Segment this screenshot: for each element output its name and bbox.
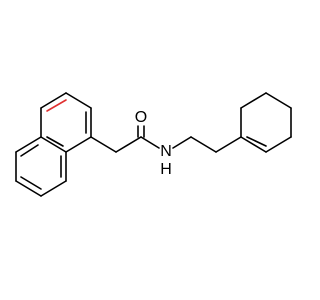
atom-label: N: [160, 143, 172, 160]
bond: [65, 92, 92, 109]
bond: [140, 136, 160, 149]
atom-label: O: [135, 109, 147, 126]
bond: [265, 92, 292, 109]
double-bond: [46, 99, 67, 112]
bond: [15, 136, 42, 153]
bond: [115, 136, 142, 153]
double-bond: [246, 136, 267, 147]
bond: [90, 136, 117, 153]
cyclohexene: [240, 92, 292, 153]
bond: [240, 136, 267, 153]
bond: [190, 136, 217, 153]
bond: [15, 180, 42, 197]
double-bond: [20, 144, 39, 157]
bond: [65, 136, 92, 153]
chain: [90, 125, 242, 153]
double-bond: [46, 136, 64, 147]
bond: [172, 136, 192, 149]
bond: [265, 136, 292, 153]
double-bond: [20, 176, 42, 190]
atom-label: H: [160, 161, 172, 178]
bond: [40, 92, 67, 109]
bond: [40, 136, 67, 153]
molecule: O N H: [15, 92, 292, 197]
naphthalene: [15, 92, 92, 197]
bond: [40, 180, 67, 197]
bond: [240, 92, 267, 109]
bond: [215, 136, 242, 153]
